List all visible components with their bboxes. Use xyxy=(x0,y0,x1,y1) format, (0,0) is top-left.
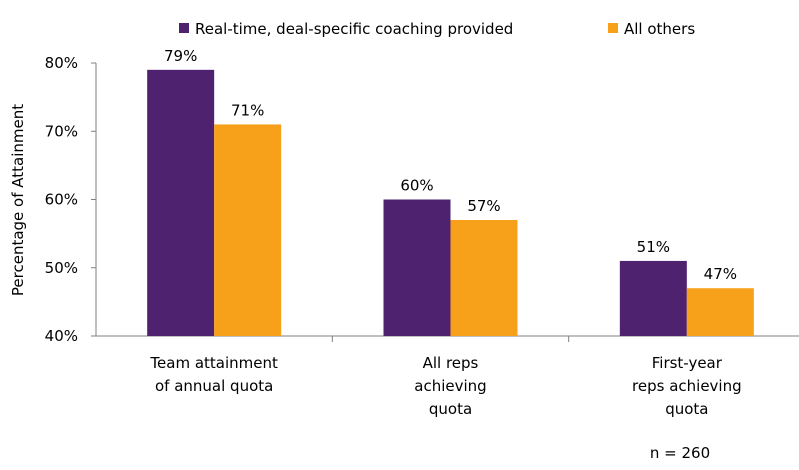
x-tick-label: All reps xyxy=(423,354,479,372)
legend-swatch xyxy=(179,23,189,33)
legend-label: All others xyxy=(624,20,695,38)
data-label: 60% xyxy=(400,177,433,195)
x-tick-label: reps achieving xyxy=(632,377,742,395)
data-label: 79% xyxy=(164,47,197,65)
bar-others xyxy=(686,288,754,336)
bar-coaching xyxy=(619,260,687,336)
y-tick-label: 70% xyxy=(45,122,78,140)
x-tick-labels: Team attainment of annual quota All reps ac… xyxy=(149,354,741,418)
x-tick-label: First-year xyxy=(652,354,723,372)
x-tick-label: of annual quota xyxy=(155,377,273,395)
y-tick-label: 50% xyxy=(45,259,78,277)
bar-others xyxy=(214,124,282,336)
x-tick-label: Team attainment xyxy=(149,354,278,372)
bar-coaching xyxy=(383,199,451,336)
x-tick-label: achieving xyxy=(414,377,486,395)
data-label: 57% xyxy=(467,197,500,215)
y-tick-label: 60% xyxy=(45,191,78,209)
y-tick-label: 40% xyxy=(45,327,78,345)
legend-swatch xyxy=(608,23,618,33)
y-axis-label: Percentage of Attainment xyxy=(9,104,27,296)
data-label: 47% xyxy=(704,265,737,283)
legend: Real-time, deal-specific coaching provid… xyxy=(179,20,695,38)
legend-label: Real-time, deal-specific coaching provid… xyxy=(195,20,513,38)
x-tick-label: quota xyxy=(429,400,472,418)
bars: 79% 71% 60% 57% 51% 47% xyxy=(147,47,754,336)
data-label: 71% xyxy=(231,101,264,119)
data-label: 51% xyxy=(637,238,670,256)
y-tick-label: 80% xyxy=(45,54,78,72)
x-tick-label: quota xyxy=(665,400,708,418)
sample-size-note: n = 260 xyxy=(650,444,710,462)
bar-coaching xyxy=(147,69,215,336)
bar-others xyxy=(450,219,518,336)
